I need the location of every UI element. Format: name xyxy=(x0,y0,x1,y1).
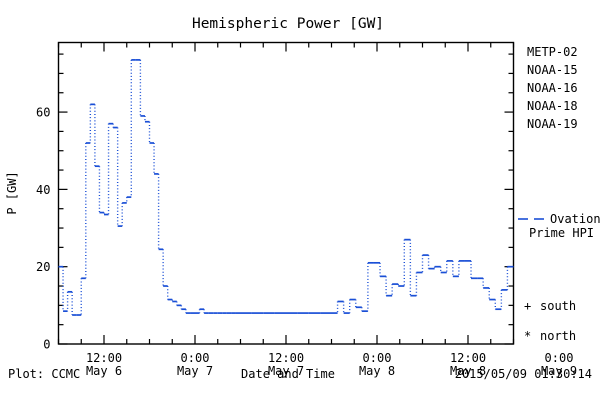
y-tick-label: 0 xyxy=(43,338,50,352)
x-tick-label-date: May 8 xyxy=(450,364,486,378)
legend-item-noaa-15: NOAA-15 xyxy=(527,63,578,77)
symbol-key-label-north: north xyxy=(540,329,576,343)
x-tick-label-date: May 8 xyxy=(359,364,395,378)
legend-item-noaa-16: NOAA-16 xyxy=(527,81,578,95)
x-tick-label-time: 12:00 xyxy=(450,351,486,365)
legend-item-metp-02: METP-02 xyxy=(527,45,578,59)
x-tick-label-time: 12:00 xyxy=(86,351,122,365)
legend-label-ovation-line2: Prime HPI xyxy=(529,226,594,240)
x-axis-caption: Date and Time xyxy=(241,367,335,381)
x-tick-label-date: May 7 xyxy=(268,364,304,378)
legend-ovation-prime-hpi: Ovation Prime HPI xyxy=(518,212,600,240)
symbol-key-label-south: south xyxy=(540,299,576,313)
symbol-key-glyph: + xyxy=(524,299,531,313)
plot-credit: Plot: CCMC xyxy=(8,367,80,381)
y-tick-label: 20 xyxy=(36,260,50,274)
x-tick-label-date: May 6 xyxy=(86,364,122,378)
y-axis-ticks: 0 20 40 60 xyxy=(36,53,514,352)
plot-frame xyxy=(57,41,515,345)
legend-label-ovation-line1: Ovation xyxy=(550,212,600,226)
legend-satellites: METP-02 NOAA-15 NOAA-16 NOAA-18 NOAA-19 xyxy=(527,45,578,131)
y-tick-label: 60 xyxy=(36,106,50,120)
x-tick-label-date: May 7 xyxy=(177,364,213,378)
symbol-key-glyph: * xyxy=(524,329,531,343)
x-tick-label-time: 0:00 xyxy=(545,351,574,365)
x-tick-label-time: 0:00 xyxy=(363,351,392,365)
chart-title: Hemispheric Power [GW] xyxy=(192,16,384,32)
symbol-key: + south * north xyxy=(524,299,576,343)
legend-item-noaa-19: NOAA-19 xyxy=(527,117,578,131)
x-tick-label-time: 0:00 xyxy=(181,351,210,365)
y-axis-title: P [GW] xyxy=(5,171,19,214)
y-tick-label: 40 xyxy=(36,183,50,197)
legend-item-noaa-18: NOAA-18 xyxy=(527,99,578,113)
x-tick-label-time: 12:00 xyxy=(268,351,304,365)
data-series-ovation-prime-hpi xyxy=(58,59,514,316)
x-axis-ticks xyxy=(57,42,515,344)
plot-timestamp: 2015/05/09 01:30:14 xyxy=(455,367,592,381)
x-tick-label-date: May 9 xyxy=(541,364,577,378)
